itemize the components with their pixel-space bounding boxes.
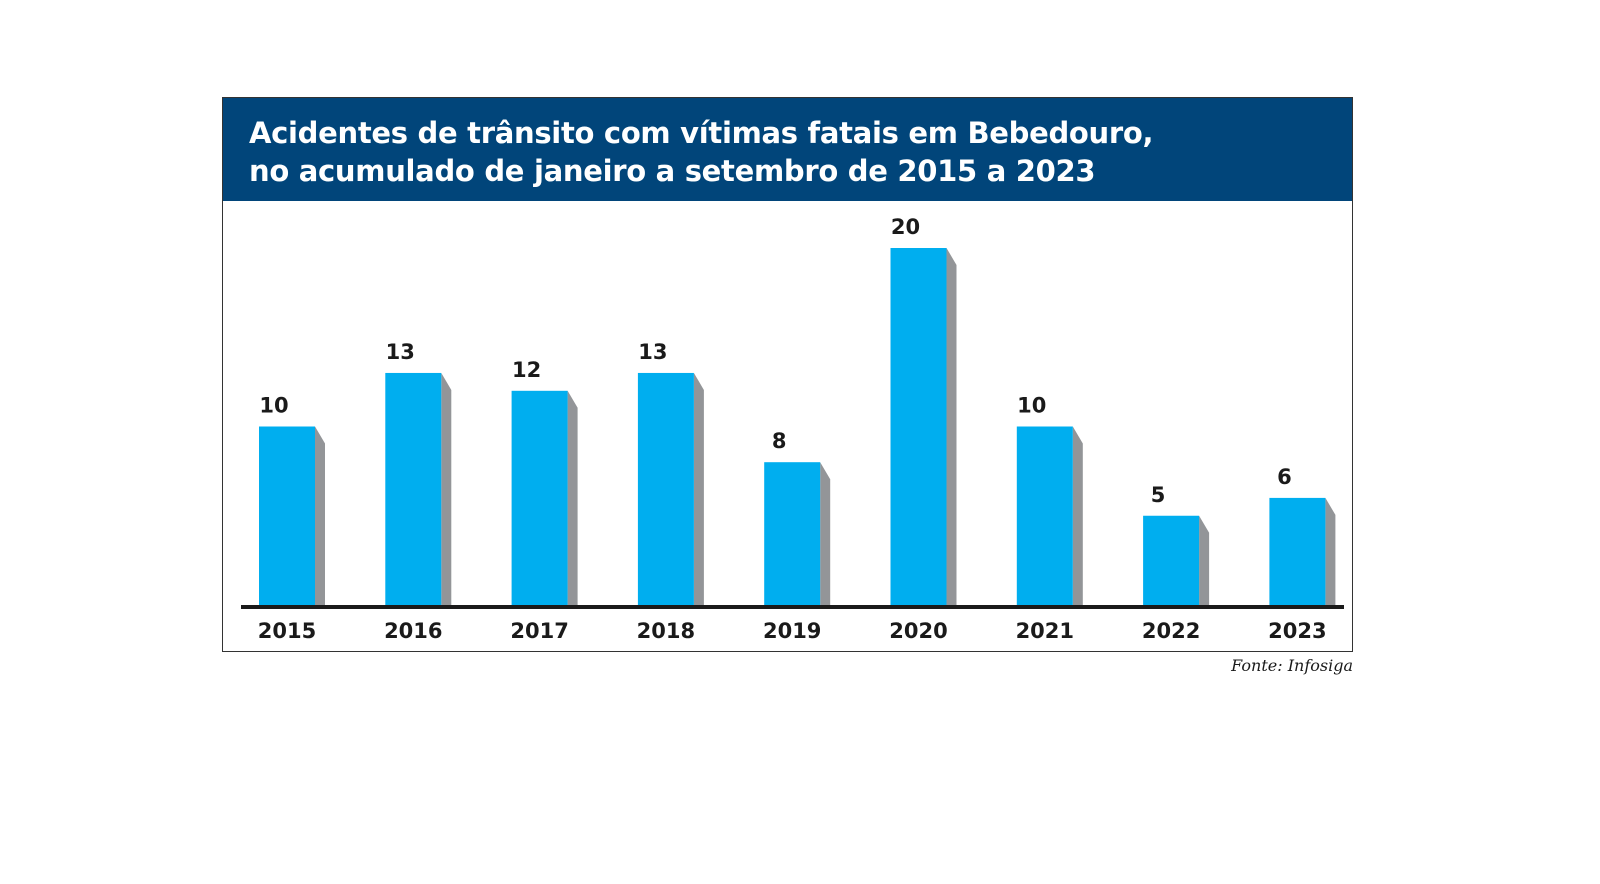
value-label-2019: 8 [772,429,787,453]
bar-2018 [637,372,694,605]
chart-header: Acidentes de trânsito com vítimas fatais… [223,98,1352,201]
bar-2016 [385,372,442,605]
x-tick-label-2020: 2020 [889,619,947,643]
bar-shadow-2019 [820,462,831,605]
x-axis-line [241,605,1344,609]
value-label-2021: 10 [1017,394,1046,418]
x-tick-label-2015: 2015 [258,619,316,643]
bar-shadow-2018 [693,372,704,605]
bar-2023 [1269,497,1326,605]
bar-2022 [1143,515,1200,605]
value-label-2020: 20 [891,215,920,239]
bar-2019 [764,462,821,605]
bar-shadow-2021 [1072,426,1083,605]
x-tick-label-2021: 2021 [1016,619,1074,643]
x-tick-label-2023: 2023 [1268,619,1326,643]
bar-2021 [1016,426,1073,605]
bar-shadow-2016 [441,372,452,605]
value-label-2023: 6 [1277,465,1292,489]
bar-2015 [259,426,315,605]
bar-2017 [511,390,568,605]
chart-source: Fonte: Infosiga [1231,656,1353,675]
chart-title-line-1: Acidentes de trânsito com vítimas fatais… [249,116,1154,150]
bar-shadow-2017 [567,390,578,605]
bar-shadow-2020 [946,248,957,605]
value-label-2016: 13 [386,340,415,364]
bar-2020 [890,248,947,605]
value-label-2015: 10 [259,394,288,418]
value-label-2017: 12 [512,358,541,382]
bar-shadow-2022 [1199,515,1210,605]
x-tick-label-2022: 2022 [1142,619,1200,643]
x-tick-label-2018: 2018 [637,619,695,643]
chart-title-line-2: no acumulado de janeiro a setembro de 20… [249,154,1096,188]
x-tick-label-2017: 2017 [510,619,568,643]
value-label-2018: 13 [638,340,667,364]
x-tick-label-2016: 2016 [384,619,442,643]
value-label-2022: 5 [1151,483,1166,507]
bar-shadow-2023 [1325,497,1336,605]
bar-shadow-2015 [315,426,325,605]
x-tick-label-2019: 2019 [763,619,821,643]
